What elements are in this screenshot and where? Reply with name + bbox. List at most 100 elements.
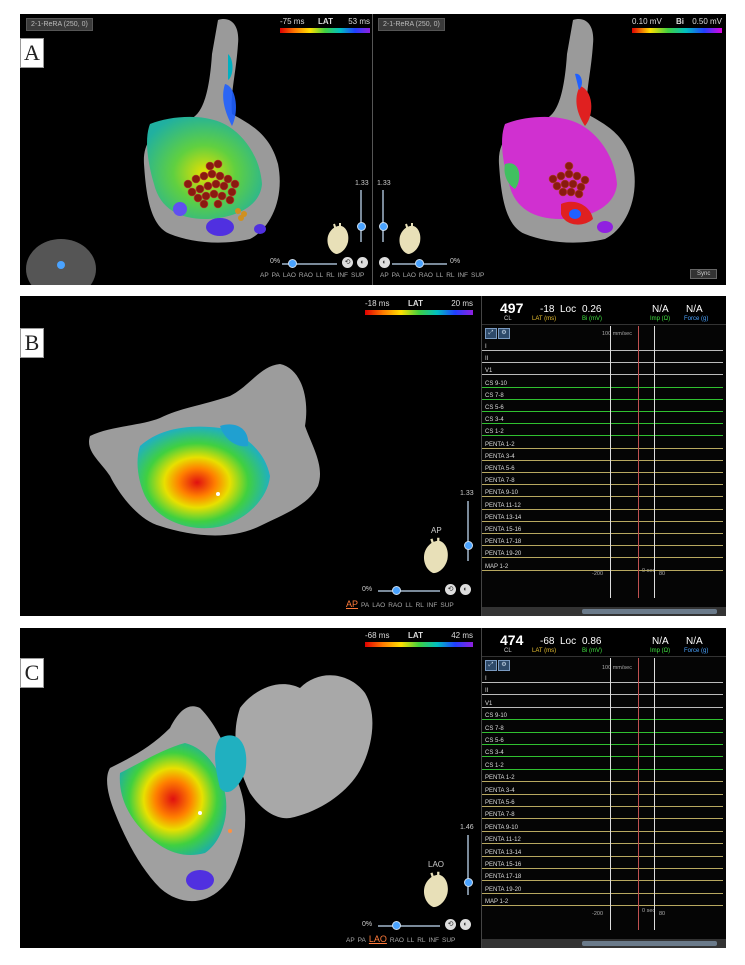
expand-icon[interactable]: ⤢ [485,328,497,339]
lat-activation-map[interactable] [110,14,300,254]
view-buttons-left[interactable]: AP PA LAO RAO LL RL INF SUP [260,272,367,279]
lat-color-bar [365,310,473,315]
opacity-knob-left[interactable] [288,259,297,268]
channel-trace [482,781,723,783]
reset-view-button[interactable]: ◐ [357,257,368,268]
lat-scale-min: -68 ms [365,631,390,640]
view-ll[interactable]: LL [435,272,444,279]
view-sup[interactable]: SUP [442,937,456,944]
view-ll[interactable]: LL [406,937,415,944]
view-ll[interactable]: LL [315,272,324,279]
view-pa[interactable]: PA [357,937,366,944]
time-cursor[interactable] [638,658,639,930]
sync-dropdown[interactable]: Sync [690,269,718,279]
zoom-knob[interactable] [464,878,473,887]
orientation-widget[interactable] [26,239,96,285]
rotate-button[interactable]: ⟲ [445,584,456,595]
view-sup[interactable]: SUP [471,272,485,279]
view-lao[interactable]: LAO [368,934,387,944]
zoom-slider-right[interactable] [382,190,384,242]
channel-trace [482,756,723,758]
zoom-knob[interactable] [464,541,473,550]
view-rao[interactable]: RAO [388,602,403,609]
view-rl[interactable]: RL [417,937,426,944]
zoom-slider[interactable] [467,835,469,895]
opacity-knob[interactable] [392,586,401,595]
zoom-knob-right[interactable] [379,222,388,231]
left-map-title[interactable]: 2-1-ReRA (250, 0) [26,18,93,31]
view-ap[interactable]: AP [346,937,355,944]
time-cursor[interactable] [610,326,611,598]
time-cursor[interactable] [610,658,611,930]
zoom-slider[interactable] [467,501,469,561]
lat-activation-map[interactable] [80,356,350,556]
channel-trace [482,398,723,400]
opacity-knob-right[interactable] [415,259,424,268]
view-buttons[interactable]: AP PA LAO RAO LL RL INF SUP [346,599,457,609]
opacity-slider[interactable] [378,590,440,592]
panel-a-label: A [20,38,44,68]
zoom-knob-left[interactable] [357,222,366,231]
view-buttons-right[interactable]: AP PA LAO RAO LL RL INF SUP [380,272,487,279]
rotate-button[interactable]: ⟲ [445,919,456,930]
view-lao[interactable]: LAO [372,602,386,609]
view-sup[interactable]: SUP [351,272,365,279]
rotate-button-right[interactable]: ◐ [379,257,390,268]
loc-label: Loc [560,304,577,315]
bipolar-voltage-map[interactable] [465,14,655,254]
view-ap[interactable]: AP [260,272,269,279]
view-ap[interactable]: AP [346,599,359,609]
opacity-slider[interactable] [378,925,440,927]
view-lao[interactable]: LAO [402,272,416,279]
time-cursor[interactable] [654,658,655,930]
channel-label: I [485,676,487,682]
timeline-scrollbar[interactable] [482,939,726,948]
view-lao[interactable]: LAO [282,272,296,279]
opacity-knob[interactable] [392,921,401,930]
electrogram-panel[interactable]: 497 CL -18 LAT (ms) Loc 0.26 Bi (mV) N/A… [481,296,726,616]
view-ll[interactable]: LL [405,602,413,609]
view-pa[interactable]: PA [271,272,280,279]
channel-label: CS 1-2 [485,429,504,436]
view-rl[interactable]: RL [326,272,335,279]
orientation-arrow-icon[interactable] [57,261,65,269]
timeline-scroll-thumb[interactable] [582,609,717,614]
settings-icon[interactable]: ⚙ [498,660,510,671]
view-rao[interactable]: RAO [389,937,404,944]
view-inf[interactable]: INF [426,602,438,609]
zoom-slider-left[interactable] [360,190,362,242]
view-rao[interactable]: RAO [298,272,313,279]
channel-label: PENTA 11-12 [485,837,521,844]
timeline-scrollbar[interactable] [482,607,726,616]
lat-value: -18 [540,304,555,315]
lat-scale-max: 53 ms [348,17,370,26]
time-cursor[interactable] [654,326,655,598]
view-inf[interactable]: INF [457,272,469,279]
settings-icon[interactable]: ⚙ [498,328,510,339]
expand-icon[interactable]: ⤢ [485,660,497,671]
view-inf[interactable]: INF [337,272,349,279]
rotate-button-left[interactable]: ⟲ [342,257,353,268]
time-cursor[interactable] [638,326,639,598]
right-map-title[interactable]: 2-1-ReRA (250, 0) [378,18,445,31]
lat-scale-label: LAT [318,17,333,26]
view-rao[interactable]: RAO [418,272,433,279]
view-buttons[interactable]: AP PA LAO RAO LL RL INF SUP [346,934,458,944]
view-pa[interactable]: PA [361,602,370,609]
view-rl[interactable]: RL [446,272,455,279]
lat-activation-map[interactable] [80,648,390,918]
channel-trace [482,694,723,696]
timeline-scroll-thumb[interactable] [582,941,717,946]
channel-label: PENTA 9-10 [485,490,518,497]
reset-view-button[interactable]: ◐ [460,584,471,595]
channel-label: CS 3-4 [485,750,504,757]
reset-view-button[interactable]: ◐ [460,919,471,930]
electrogram-panel[interactable]: 474 CL -68 LAT (ms) Loc 0.86 Bi (mV) N/A… [481,628,726,948]
view-pa[interactable]: PA [391,272,400,279]
view-rl[interactable]: RL [415,602,424,609]
view-ap[interactable]: AP [380,272,389,279]
opacity-slider-left[interactable] [282,263,337,265]
impedance-label: Imp (Ω) [650,316,671,322]
view-sup[interactable]: SUP [440,602,454,609]
view-inf[interactable]: INF [428,937,440,944]
